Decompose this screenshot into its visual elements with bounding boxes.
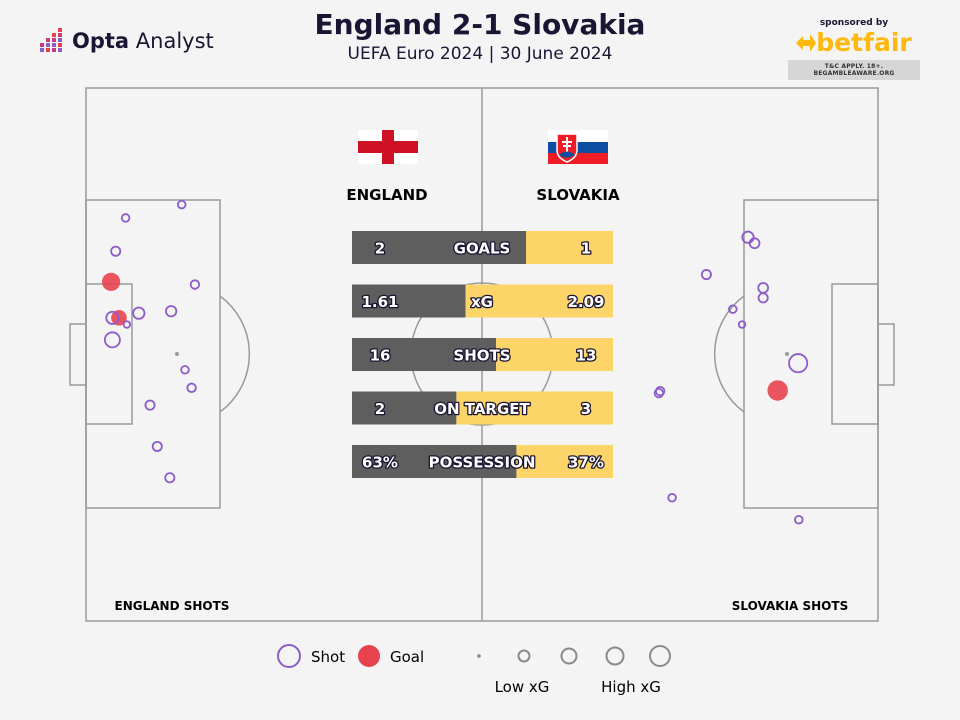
legend-shot-marker [277,644,301,668]
stat-row-goals: 2 GOALS 1 [352,231,613,264]
home-shot-marker-6 [110,245,122,257]
away-shot-marker-1 [788,353,809,374]
away-shot-marker-11 [667,493,677,503]
away-shot-marker-3 [757,292,769,304]
away-stat-bar [465,284,613,318]
legend: Shot Goal Low xG High xG [277,644,671,696]
legend-xg-size-1 [477,654,481,658]
logo-text: Opta Analyst [72,29,214,53]
legend-xg-size-4 [605,646,625,666]
page-subtitle: UEFA Euro 2024 | 30 June 2024 [347,44,613,64]
legend-goal-label: Goal [390,648,424,666]
stat-row-on-target: 2 ON TARGET 3 [352,391,613,425]
home-shot-marker-5 [122,320,132,329]
home-stat-bar [352,391,457,425]
england-flag [358,130,418,164]
home-team-name: ENGLAND [346,186,427,204]
stat-label: POSSESSION [429,454,536,472]
legend-shot-label: Shot [311,648,345,666]
away-stat-bar [456,391,613,425]
shots-layer [101,199,809,525]
slovakia-flag [548,130,608,164]
stat-row-possession: 63% POSSESSION 37% [352,445,613,478]
sponsor-label: sponsored by [819,18,889,28]
home-shot-marker-11 [186,382,197,393]
away-stat-bar [496,338,613,371]
away-goal-marker-0 [767,380,788,401]
left-goal [69,323,87,386]
home-stat-bar [352,231,527,264]
home-stat-value: 63% [362,454,398,472]
home-stat-bar [352,445,517,478]
stat-label: ON TARGET [434,400,530,418]
right-penalty-arc [713,295,745,413]
away-stat-bar [526,231,613,264]
left-penalty-box [85,199,221,509]
betfair-logo: betfair [788,28,920,57]
left-penalty-spot [175,352,179,356]
home-shot-marker-8 [165,305,178,318]
away-stat-value: 13 [576,347,597,365]
home-shot-marker-4 [132,306,146,320]
legend-xg-size-5 [649,645,671,667]
home-stat-value: 16 [370,347,391,365]
away-shot-marker-5 [748,237,761,250]
opta-analyst-logo: Opta Analyst [38,28,214,54]
home-stat-value: 1.61 [361,293,398,311]
away-shot-marker-2 [757,282,769,294]
right-penalty-spot [785,352,789,356]
sponsor-disclaimer: T&C APPLY. 18+. BEGAMBLEAWARE.ORG [788,60,920,80]
opta-logo-icon [40,28,62,52]
away-shot-marker-4 [741,230,755,244]
betfair-arrow-icon [796,33,817,52]
away-stat-bar [516,445,613,478]
home-stat-bar [352,284,466,318]
sponsor-block: sponsored by betfair T&C APPLY. 18+. BEG… [788,18,920,80]
away-shot-marker-7 [728,304,738,314]
home-shot-marker-15 [164,472,176,484]
legend-high-xg: High xG [601,678,661,696]
home-shot-marker-13 [144,399,156,411]
stat-row-xg: 1.61 xG 2.09 [352,284,613,318]
legend-goal-marker [358,645,380,667]
home-shot-marker-10 [189,279,201,290]
stat-row-shots: 16 SHOTS 13 [352,338,613,371]
right-penalty-box [743,199,879,509]
stat-label: GOALS [454,240,511,258]
home-goal-marker-0 [101,272,121,291]
stat-label: xG [471,293,493,311]
home-shot-marker-14 [151,440,163,452]
home-stat-value: 2 [375,240,385,258]
legend-xg-size-3 [560,647,578,665]
home-shots-label: ENGLAND SHOTS [115,599,230,613]
right-goal [877,323,895,386]
right-six-yard-box [831,283,879,425]
away-shots-label: SLOVAKIA SHOTS [732,599,848,613]
away-stat-value: 37% [568,454,604,472]
home-shot-marker-3 [105,310,120,325]
away-stat-value: 2.09 [567,293,604,311]
away-shot-marker-12 [794,514,804,525]
away-stat-value: 1 [581,240,591,258]
home-shot-marker-2 [103,331,121,349]
away-team-name: SLOVAKIA [536,186,620,204]
away-stat-value: 3 [581,400,591,418]
legend-xg-size-2 [517,649,531,663]
home-stat-value: 2 [375,400,385,418]
stats-table: 2 GOALS 1 1.61 xG 2.09 16 SHOTS 13 2 ON TARGET 3 63%… [352,231,613,478]
home-shot-marker-7 [120,213,131,223]
page-title: England 2-1 Slovakia [314,8,646,41]
away-shot-marker-6 [737,320,747,329]
away-shot-marker-10 [653,387,665,399]
sponsor-brand-text: betfair [816,28,912,57]
left-six-yard-box [85,283,133,425]
home-shot-marker-12 [180,365,190,375]
away-shot-marker-8 [700,269,712,281]
stat-label: SHOTS [453,347,510,365]
left-penalty-arc [219,295,251,413]
legend-low-xg: Low xG [495,678,550,696]
home-stat-bar [352,338,497,371]
home-shot-marker-9 [176,199,187,210]
